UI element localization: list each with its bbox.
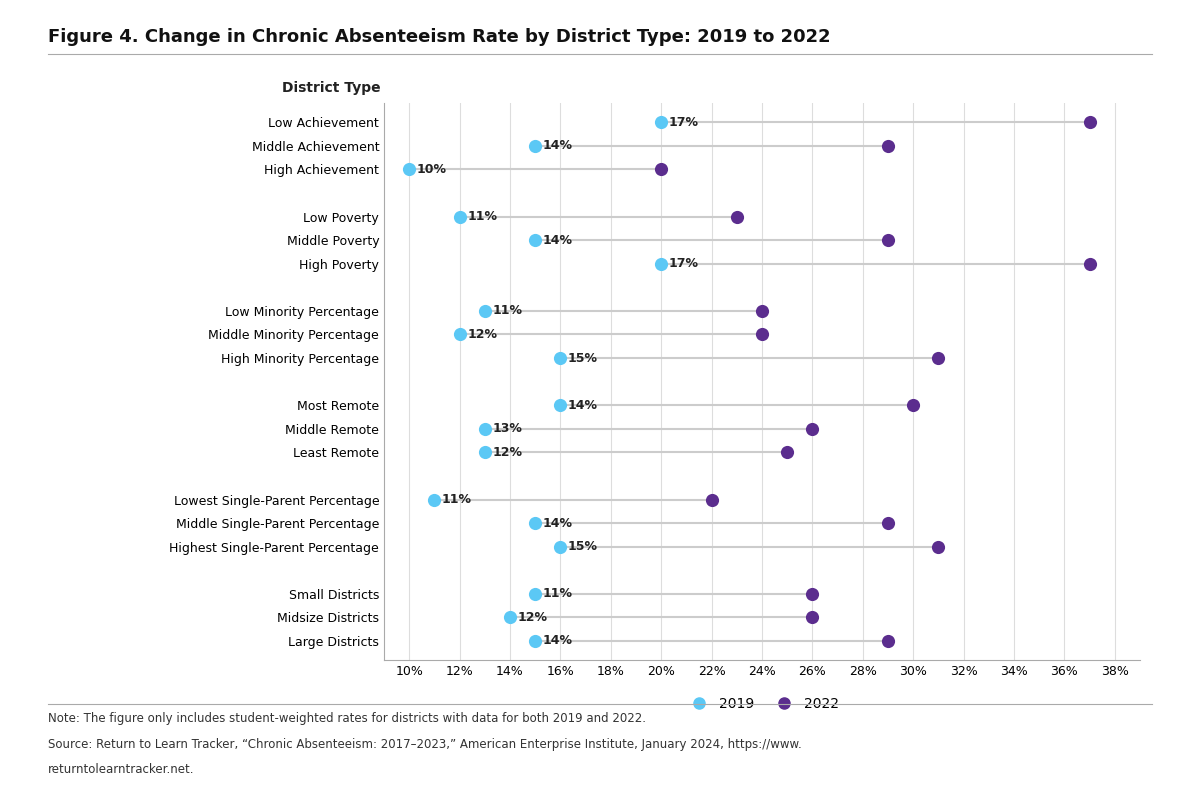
Point (400, 163, 419, 176)
Text: Source: Return to Learn Tracker, “Chronic Absenteeism: 2017–2023,” American Ente: Source: Return to Learn Tracker, “Chroni… (48, 738, 802, 750)
Text: 14%: 14% (542, 634, 572, 647)
Point (878, 234, 898, 246)
Point (929, 351, 948, 364)
Point (878, 634, 898, 647)
Text: District Type: District Type (282, 81, 380, 95)
Point (475, 422, 494, 435)
Point (526, 234, 545, 246)
Text: 11%: 11% (492, 304, 522, 317)
Point (450, 328, 469, 341)
Text: Note: The figure only includes student-weighted rates for districts with data fo: Note: The figure only includes student-w… (48, 712, 646, 724)
Point (904, 399, 923, 412)
Point (526, 517, 545, 529)
Point (652, 116, 671, 129)
Text: 13%: 13% (492, 422, 522, 435)
Text: 14%: 14% (542, 139, 572, 153)
Text: 12%: 12% (492, 446, 522, 459)
Point (425, 493, 444, 506)
Point (702, 493, 721, 506)
Legend: 2019, 2022: 2019, 2022 (679, 692, 845, 717)
Point (526, 634, 545, 647)
Text: 14%: 14% (542, 517, 572, 529)
Point (652, 258, 671, 270)
Text: returntolearntracker.net.: returntolearntracker.net. (48, 763, 194, 776)
Point (803, 611, 822, 624)
Text: 15%: 15% (568, 540, 598, 553)
Point (551, 399, 570, 412)
Point (500, 611, 520, 624)
Point (1080, 116, 1099, 129)
Point (803, 422, 822, 435)
Point (803, 588, 822, 600)
Text: 17%: 17% (668, 258, 698, 270)
Point (551, 351, 570, 364)
Text: 12%: 12% (467, 328, 497, 341)
Point (1080, 258, 1099, 270)
Point (878, 517, 898, 529)
Text: 15%: 15% (568, 351, 598, 365)
Text: 17%: 17% (668, 116, 698, 129)
Text: 11%: 11% (442, 493, 472, 506)
Text: 11%: 11% (542, 588, 572, 600)
Text: 11%: 11% (467, 210, 497, 223)
Point (778, 446, 797, 459)
Point (551, 541, 570, 553)
Point (475, 446, 494, 459)
Point (878, 139, 898, 152)
Text: 14%: 14% (542, 234, 572, 246)
Point (652, 163, 671, 176)
Point (727, 210, 746, 223)
Text: Figure 4. Change in Chronic Absenteeism Rate by District Type: 2019 to 2022: Figure 4. Change in Chronic Absenteeism … (48, 28, 830, 46)
Point (450, 210, 469, 223)
Point (929, 541, 948, 553)
Text: 14%: 14% (568, 398, 598, 412)
Text: 10%: 10% (416, 163, 446, 176)
Point (526, 588, 545, 600)
Point (752, 304, 772, 317)
Point (475, 304, 494, 317)
Point (526, 139, 545, 152)
Text: 12%: 12% (517, 611, 547, 624)
Point (752, 328, 772, 341)
